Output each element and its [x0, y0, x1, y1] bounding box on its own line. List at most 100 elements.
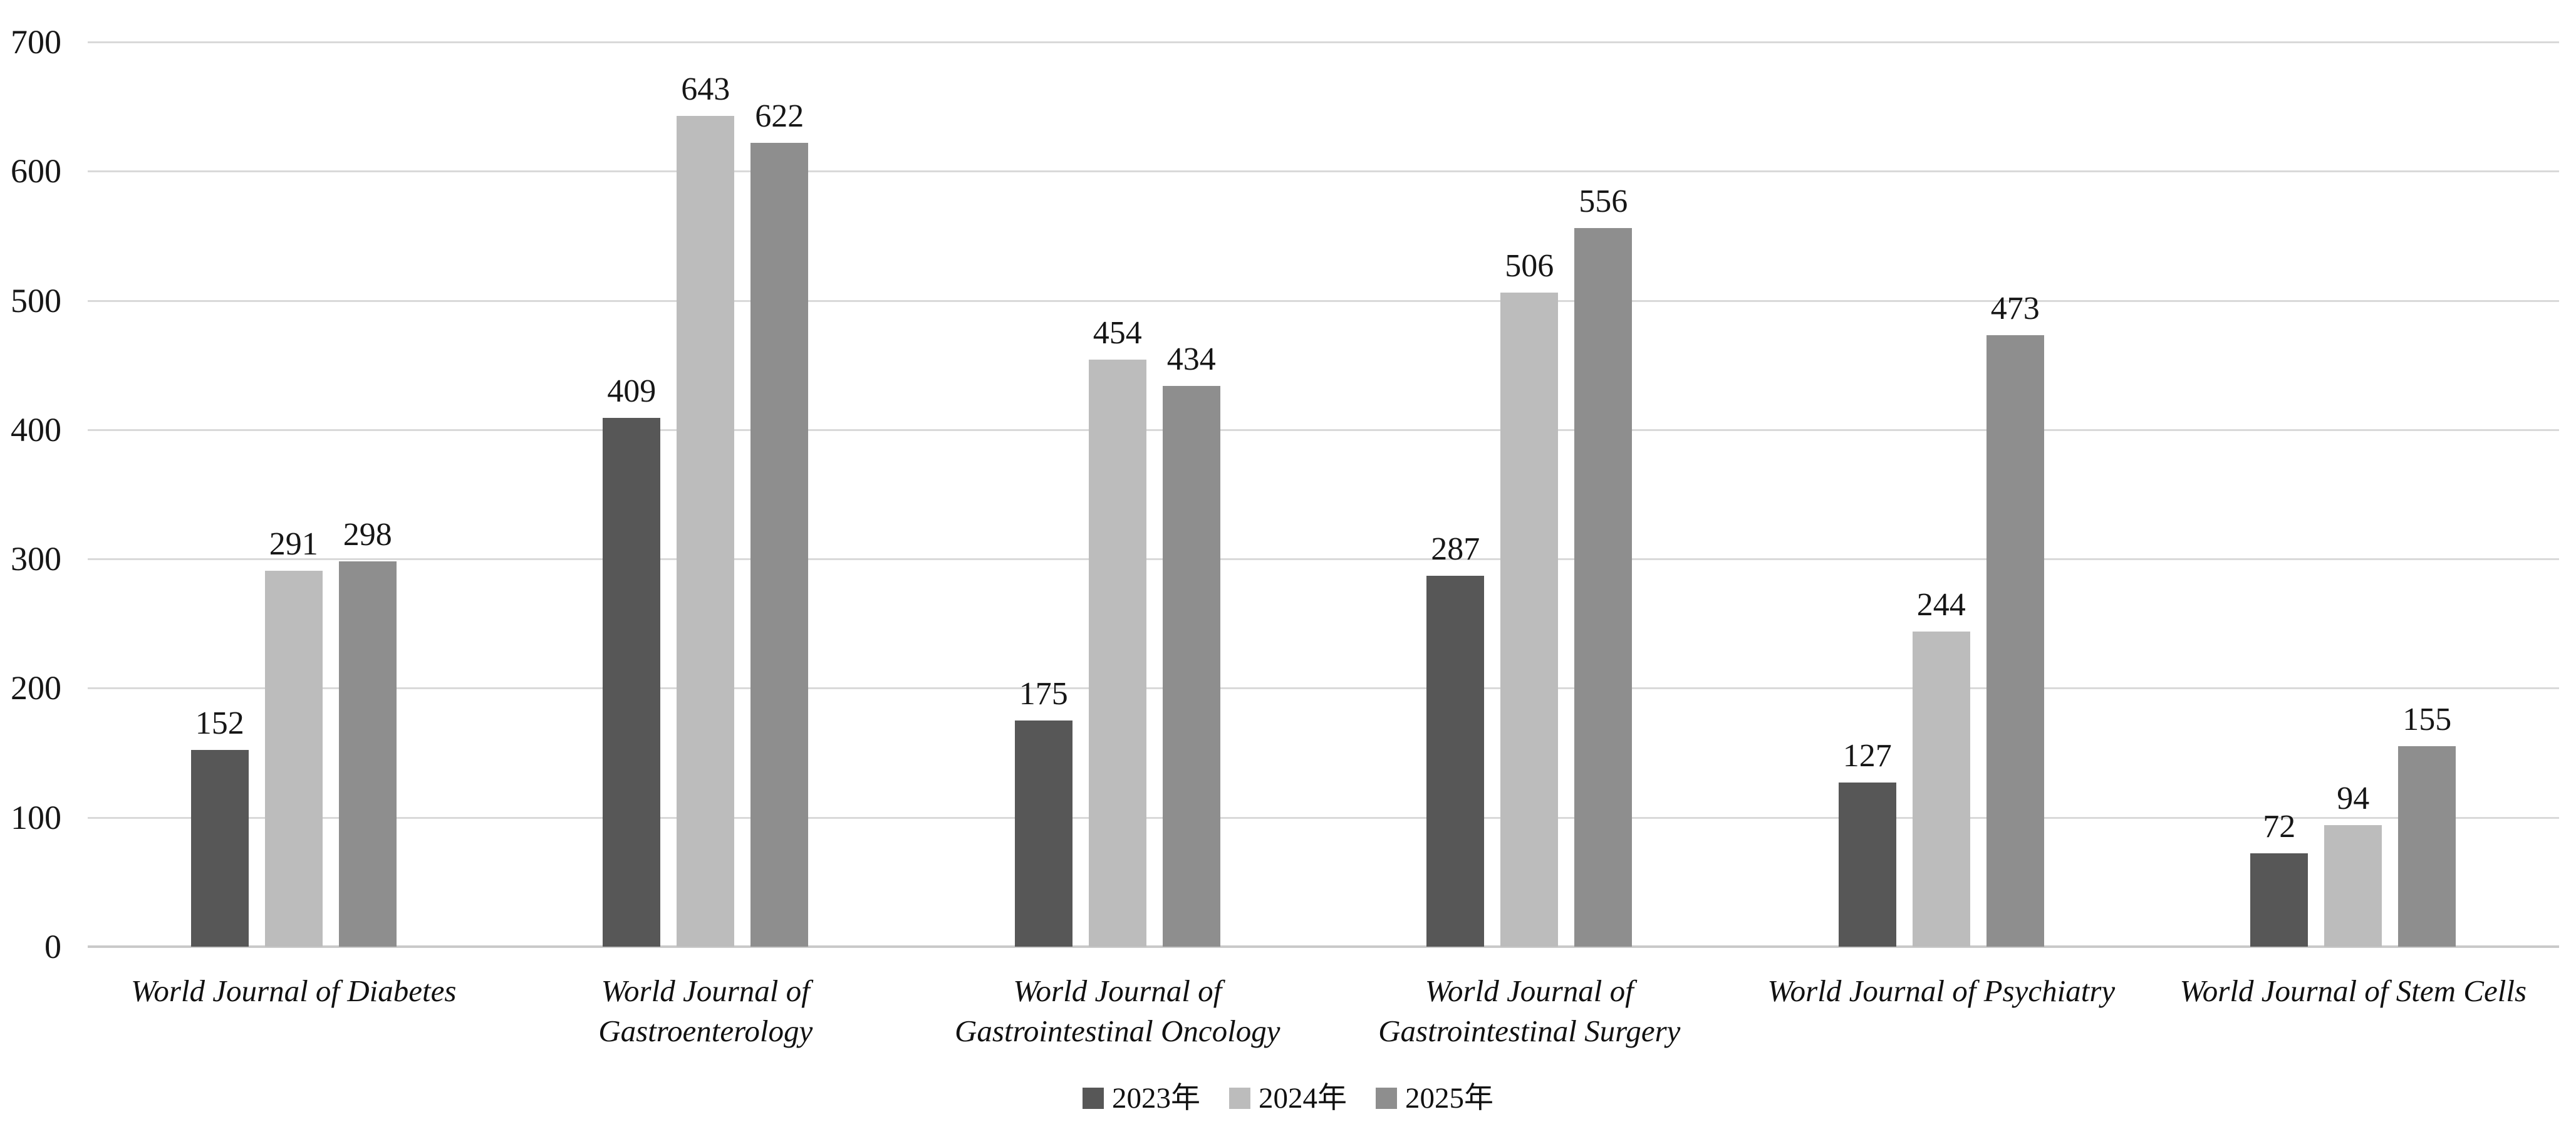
bar-value-label: 127: [1842, 738, 1892, 774]
gridline-y-0: [88, 945, 2559, 948]
bar-2023年-4: [1838, 783, 1896, 947]
bar-column-1-3: 506: [1500, 42, 1559, 947]
category-label-line: World Journal of Diabetes: [131, 974, 457, 1008]
y-tick-label-700: 700: [11, 23, 61, 61]
bar-2024年-5: [2324, 825, 2382, 947]
y-tick-label-300: 300: [11, 540, 61, 578]
bar-column-2-4: 473: [1986, 42, 2044, 947]
bar-value-label: 175: [1019, 676, 1068, 712]
bar-value-label: 152: [195, 705, 244, 742]
bar-column-0-0: 152: [190, 42, 249, 947]
bar-2025年-4: [1986, 335, 2044, 947]
x-axis-category-labels: World Journal of Diabetes World Journal o…: [88, 971, 2559, 1051]
bar-value-label: 72: [2263, 809, 2296, 845]
bar-value-label: 643: [681, 71, 730, 107]
legend-label: 2023年: [1112, 1081, 1200, 1115]
gridline-y-300: [88, 558, 2559, 561]
legend-swatch-icon: [1083, 1088, 1104, 1109]
bar-value-label: 244: [1916, 586, 1966, 623]
bar-2023年-2: [1014, 720, 1072, 947]
legend-swatch-icon: [1229, 1088, 1250, 1109]
bar-groups: 152 291 298 409 643 622 175 454 434 287 506 556 127 2…: [88, 42, 2559, 947]
legend: 2023年 2024年 2025年: [0, 1076, 2576, 1120]
bar-value-label: 291: [269, 526, 318, 562]
bar-value-label: 94: [2337, 781, 2370, 817]
bar-column-0-4: 127: [1838, 42, 1896, 947]
bar-column-0-2: 175: [1014, 42, 1072, 947]
bar-column-2-5: 155: [2398, 42, 2456, 947]
y-axis: 0 100 200 300 400 500 600 700: [0, 25, 70, 964]
category-label-line: World Journal of: [1013, 974, 1222, 1008]
bar-column-1-2: 454: [1088, 42, 1146, 947]
category-label-line: Gastroenterology: [598, 1014, 813, 1048]
gridline-y-200: [88, 687, 2559, 690]
legend-label: 2025年: [1405, 1081, 1493, 1115]
bar-group-3: 287 506 556: [1324, 42, 1736, 947]
bar-value-label: 473: [1990, 291, 2040, 327]
gridline-y-400: [88, 429, 2559, 431]
plot-area: 152 291 298 409 643 622 175 454 434 287 506 556 127 2…: [88, 41, 2559, 948]
category-label-3: World Journal of Gastrointestinal Surgery: [1324, 971, 1736, 1051]
gridline-y-500: [88, 299, 2559, 302]
y-tick-label-0: 0: [44, 928, 61, 965]
legend-label: 2024年: [1259, 1081, 1347, 1115]
y-tick-label-400: 400: [11, 410, 61, 449]
bar-group-2: 175 454 434: [911, 42, 1324, 947]
legend-item-1: 2024年: [1229, 1081, 1347, 1115]
bar-2024年-1: [677, 115, 735, 947]
bar-column-1-0: 291: [264, 42, 323, 947]
category-label-line: World Journal of: [601, 974, 810, 1008]
bar-column-1-4: 244: [1912, 42, 1970, 947]
bar-2024年-4: [1912, 631, 1970, 947]
bar-2023年-3: [1426, 575, 1485, 947]
bar-group-4: 127 244 473: [1735, 42, 2148, 947]
bar-2025年-2: [1162, 385, 1220, 947]
gridline-y-700: [88, 41, 2559, 43]
category-label-line: World Journal of Stem Cells: [2179, 974, 2527, 1008]
bar-value-label: 298: [343, 517, 392, 553]
bar-column-1-1: 643: [677, 42, 735, 947]
category-label-4: World Journal of Psychiatry: [1735, 971, 2148, 1051]
bar-2025年-1: [750, 142, 809, 947]
legend-swatch-icon: [1376, 1088, 1397, 1109]
bar-column-2-3: 556: [1574, 42, 1633, 947]
bar-column-0-1: 409: [603, 42, 661, 947]
category-label-1: World Journal of Gastroenterology: [500, 971, 912, 1051]
bar-value-label: 434: [1166, 341, 1216, 377]
bar-2024年-0: [264, 570, 323, 947]
bar-2025年-3: [1574, 228, 1633, 947]
bar-column-1-5: 94: [2324, 42, 2382, 947]
bar-2023年-1: [603, 418, 661, 947]
bar-2025年-0: [338, 561, 397, 947]
bar-value-label: 287: [1431, 531, 1480, 567]
category-label-line: Gastrointestinal Surgery: [1378, 1014, 1681, 1048]
y-tick-label-500: 500: [11, 281, 61, 320]
bar-2024年-3: [1500, 293, 1559, 947]
bar-column-0-5: 72: [2250, 42, 2309, 947]
bar-value-label: 622: [755, 98, 804, 134]
bar-2024年-2: [1088, 360, 1146, 947]
y-tick-label-100: 100: [11, 798, 61, 836]
category-label-5: World Journal of Stem Cells: [2148, 971, 2560, 1051]
category-label-line: Gastrointestinal Oncology: [955, 1014, 1280, 1048]
bar-value-label: 409: [607, 373, 657, 410]
bar-group-1: 409 643 622: [500, 42, 912, 947]
category-label-line: World Journal of: [1425, 974, 1634, 1008]
y-tick-label-200: 200: [11, 669, 61, 707]
bar-2023年-0: [190, 750, 249, 947]
bar-value-label: 556: [1579, 184, 1628, 220]
bar-column-2-2: 434: [1162, 42, 1220, 947]
bar-value-label: 506: [1505, 248, 1554, 284]
bar-group-0: 152 291 298: [88, 42, 500, 947]
bar-column-2-0: 298: [338, 42, 397, 947]
bar-2023年-5: [2250, 853, 2309, 947]
bar-value-label: 155: [2402, 702, 2452, 738]
bar-column-2-1: 622: [750, 42, 809, 947]
y-tick-label-600: 600: [11, 152, 61, 190]
legend-item-0: 2023年: [1083, 1081, 1200, 1115]
category-label-line: World Journal of Psychiatry: [1767, 974, 2116, 1008]
bar-column-0-3: 287: [1426, 42, 1485, 947]
bar-2025年-5: [2398, 746, 2456, 947]
category-label-0: World Journal of Diabetes: [88, 971, 500, 1051]
